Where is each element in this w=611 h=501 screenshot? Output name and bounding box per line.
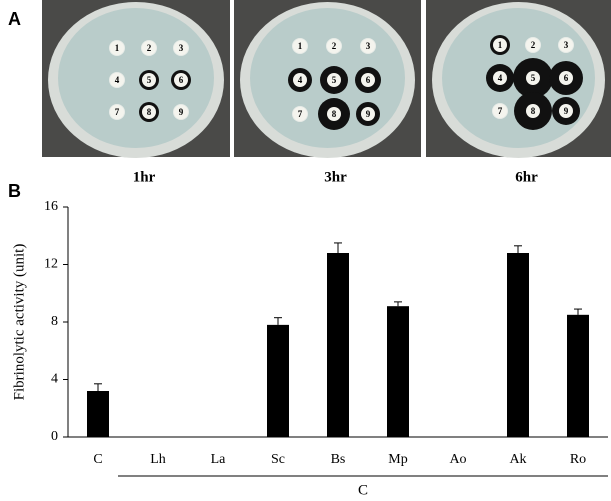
well-label: 6 xyxy=(564,73,569,83)
x-tick-label: Bs xyxy=(331,452,346,467)
well-label: 2 xyxy=(531,40,536,50)
x-tick-label: Ao xyxy=(449,452,466,467)
well-label: 5 xyxy=(147,75,152,85)
bar xyxy=(507,253,529,437)
bar xyxy=(387,306,409,437)
well-label: 2 xyxy=(332,41,337,51)
well-label: 5 xyxy=(531,73,536,83)
well-label: 9 xyxy=(179,107,184,117)
well-label: 4 xyxy=(115,75,120,85)
y-tick-label: 0 xyxy=(51,429,58,444)
x-tick-label: Lh xyxy=(150,452,166,467)
x-tick-label: Mp xyxy=(388,452,407,467)
well-label: 5 xyxy=(332,75,337,85)
well-label: 4 xyxy=(298,75,303,85)
bar xyxy=(327,253,349,437)
well-label: 8 xyxy=(531,106,536,116)
bar xyxy=(567,315,589,437)
well-label: 7 xyxy=(115,107,120,117)
well-label: 9 xyxy=(564,106,569,116)
x-tick-label: C xyxy=(93,452,102,467)
y-tick-label: 4 xyxy=(51,372,58,387)
y-axis-label: Fibrinolytic activity (unit) xyxy=(11,244,27,401)
well-label: 6 xyxy=(366,75,371,85)
well-label: 4 xyxy=(498,73,503,83)
y-tick-label: 16 xyxy=(44,199,58,214)
photo-caption: 6hr xyxy=(515,169,538,185)
well-label: 2 xyxy=(147,43,152,53)
panel-label: A xyxy=(8,9,21,29)
well-label: 3 xyxy=(179,43,184,53)
well-label: 8 xyxy=(332,109,337,119)
bar xyxy=(267,325,289,437)
x-tick-label: Ak xyxy=(509,452,526,467)
y-tick-label: 8 xyxy=(51,314,58,329)
figure: A B Fibrinolytic activity (unit) 1234567… xyxy=(0,0,611,501)
photo-caption: 1hr xyxy=(133,169,156,185)
well-label: 1 xyxy=(498,40,503,50)
x-tick-label: Sc xyxy=(271,452,285,467)
well-label: 7 xyxy=(298,109,303,119)
well-label: 1 xyxy=(298,41,303,51)
x-tick-label: Ro xyxy=(570,452,586,467)
bar xyxy=(87,391,109,437)
well-label: 1 xyxy=(115,43,120,53)
well-label: 3 xyxy=(366,41,371,51)
x-tick-label: La xyxy=(211,452,227,467)
well-label: 3 xyxy=(564,40,569,50)
y-tick-label: 12 xyxy=(44,257,58,272)
well-label: 8 xyxy=(147,107,152,117)
group-label: C xyxy=(358,482,368,498)
photo-caption: 3hr xyxy=(324,169,347,185)
well-label: 7 xyxy=(498,106,503,116)
well-label: 6 xyxy=(179,75,184,85)
well-label: 9 xyxy=(366,109,371,119)
panel-label: B xyxy=(8,181,21,201)
page: A B Fibrinolytic activity (unit) 1234567… xyxy=(0,0,611,501)
